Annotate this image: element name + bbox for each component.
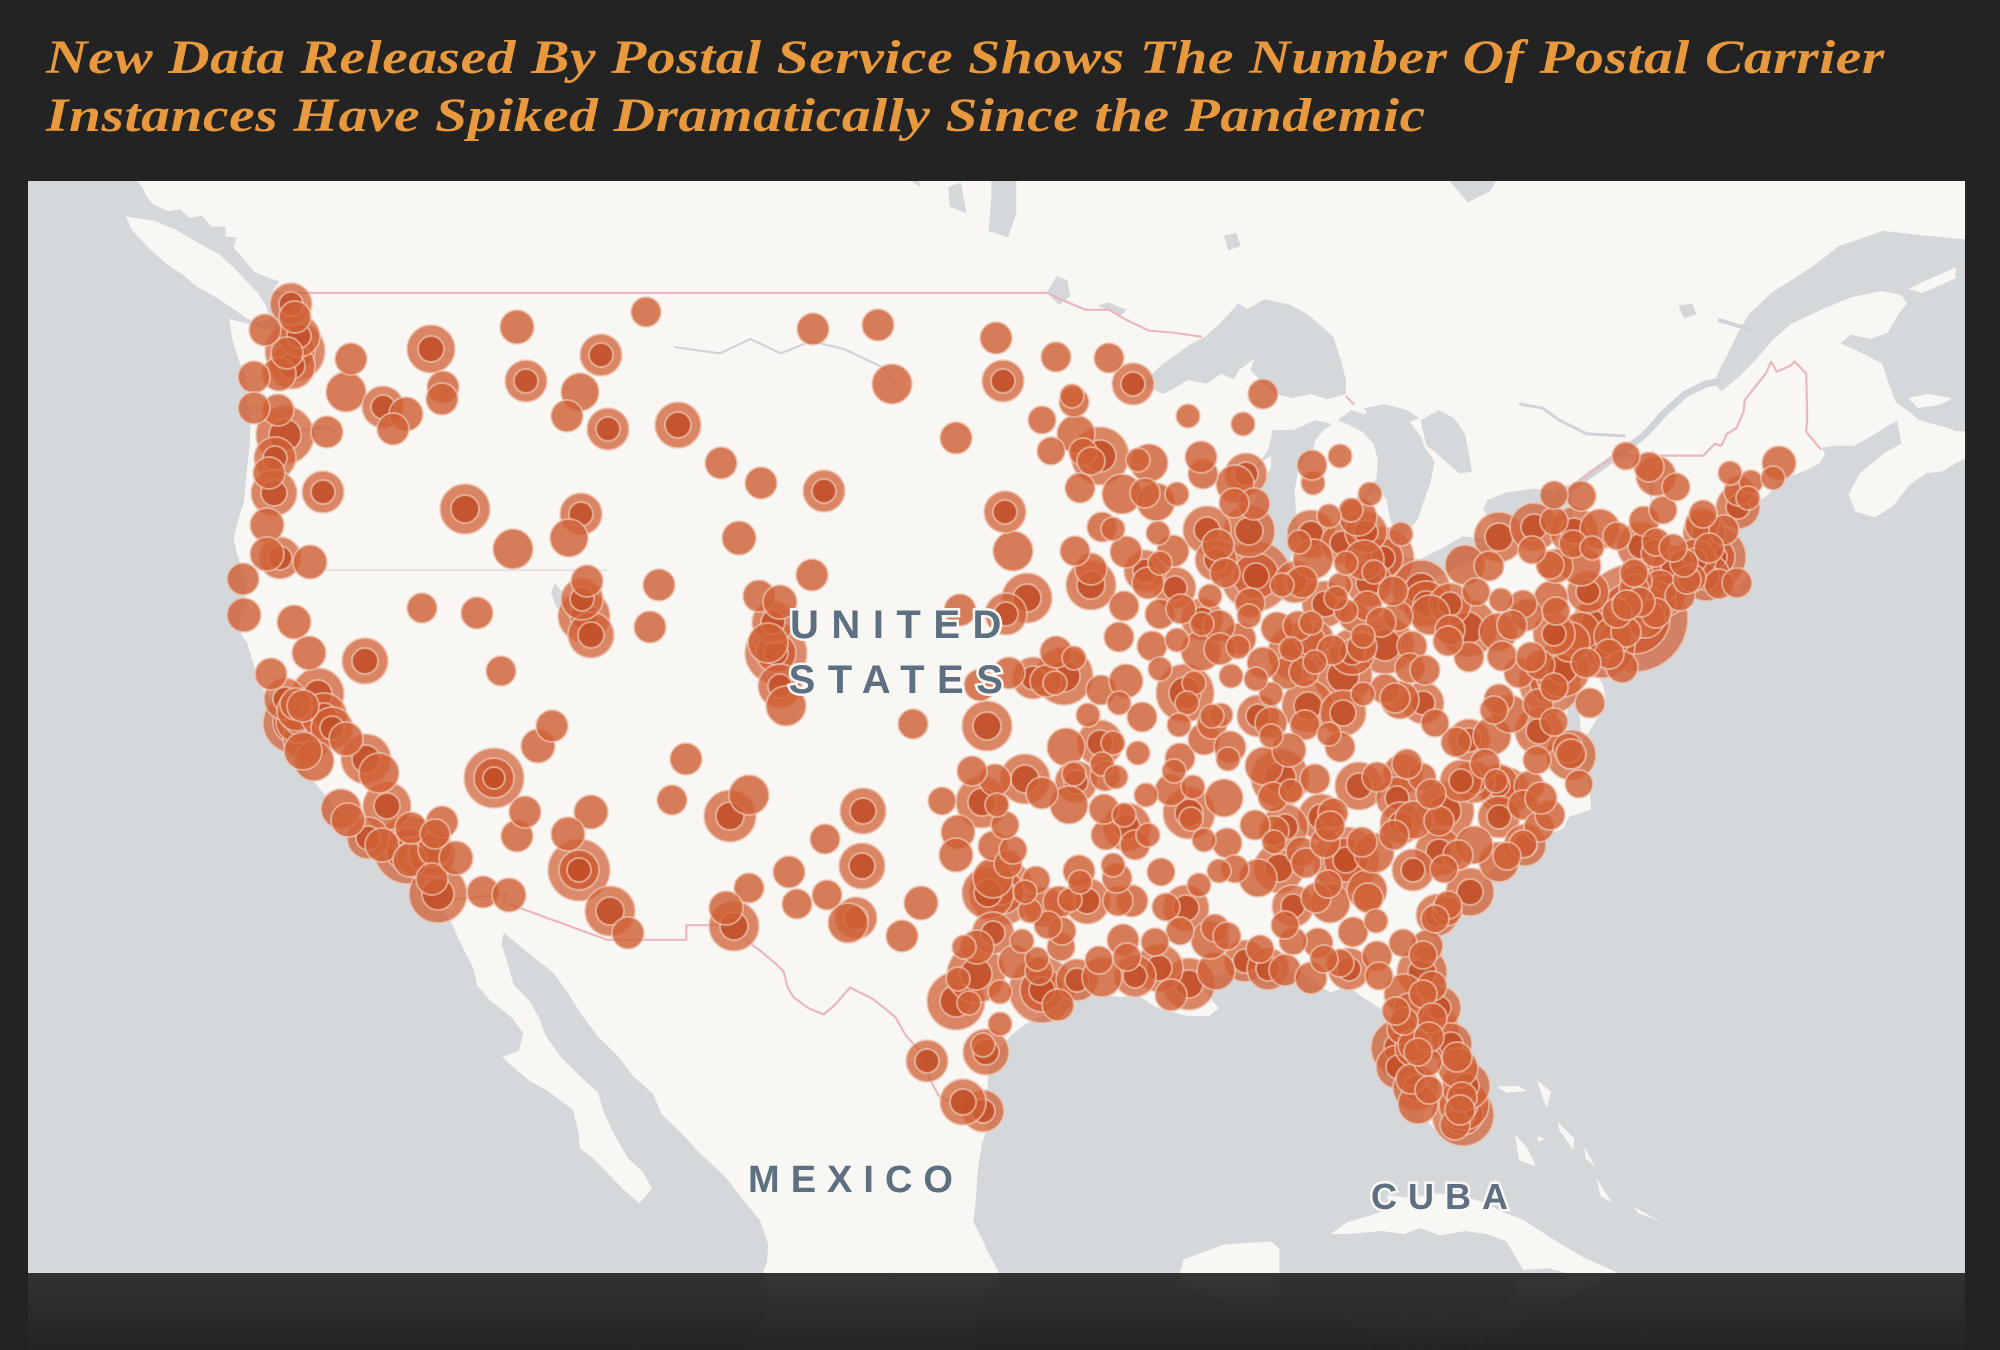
svg-text:CUBA: CUBA	[1371, 1176, 1519, 1217]
svg-text:UNITED: UNITED	[790, 603, 1014, 647]
svg-text:STATES: STATES	[789, 658, 1016, 702]
svg-text:MEXICO: MEXICO	[748, 1159, 964, 1201]
